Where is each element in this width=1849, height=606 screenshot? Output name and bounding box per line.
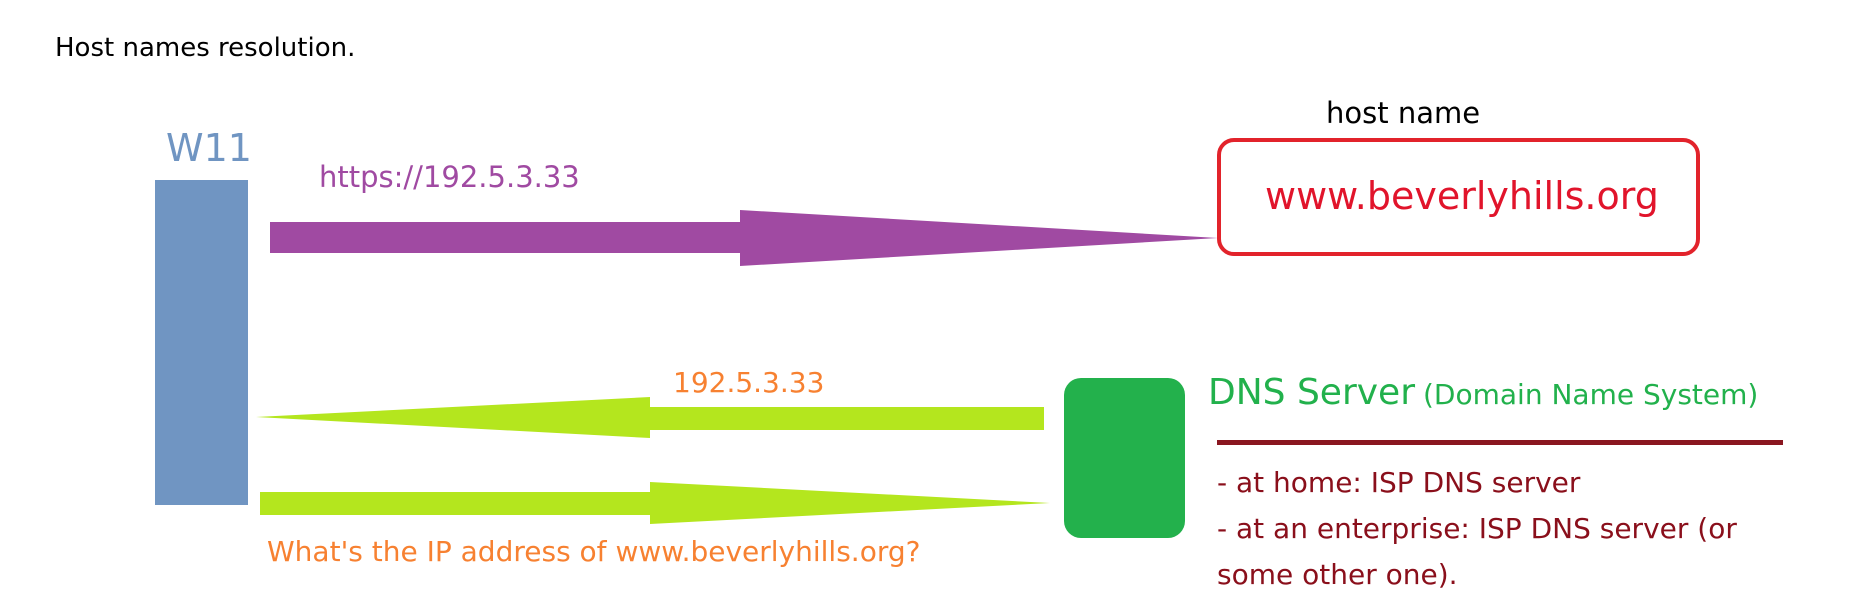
dns-question-label: What's the IP address of www.beverlyhill… (267, 535, 921, 568)
dns-title-underline (1217, 440, 1783, 445)
request-url-label: https://192.5.3.33 (319, 160, 580, 194)
dns-reply-label: 192.5.3.33 (673, 366, 825, 399)
reply-arrow (256, 397, 1044, 438)
dns-server-title: DNS Server (Domain Name System) (1208, 372, 1758, 413)
client-label: W11 (166, 126, 252, 170)
host-name-heading: host name (1326, 96, 1481, 130)
dns-note-enterprise: - at an enterprise: ISP DNS server (or (1217, 512, 1737, 545)
dns-server-subtitle: (Domain Name System) (1423, 378, 1759, 411)
client-computer-bar (155, 180, 248, 505)
dns-server-name: DNS Server (1208, 372, 1415, 413)
host-name-value: www.beverlyhills.org (1265, 174, 1659, 218)
host-name-box (1217, 138, 1700, 256)
dns-note-home: - at home: ISP DNS server (1217, 466, 1581, 499)
dns-server-box (1064, 378, 1185, 538)
request-arrow (270, 210, 1218, 266)
query-arrow (260, 482, 1050, 524)
page-title: Host names resolution. (55, 33, 356, 63)
dns-note-enterprise-continued: some other one). (1217, 558, 1458, 591)
